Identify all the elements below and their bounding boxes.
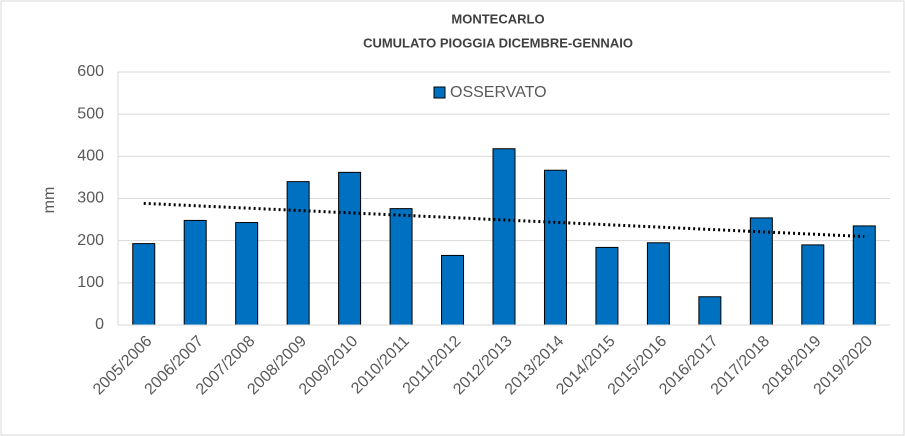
bar: [801, 244, 825, 326]
bar: [595, 246, 619, 326]
bar: [389, 208, 413, 326]
y-axis-label: mm: [41, 187, 58, 214]
y-tick-label: 200: [77, 232, 104, 249]
y-tick-label: 400: [77, 148, 104, 165]
bar: [646, 242, 670, 326]
chart-subtitle: CUMULATO PIOGGIA DICEMBRE-GENNAIO: [363, 35, 633, 50]
y-tick-label: 600: [77, 63, 104, 80]
y-tick-label: 500: [77, 105, 104, 122]
bar: [235, 222, 259, 326]
trend-line: [143, 201, 865, 239]
bar: [286, 181, 310, 326]
bar: [749, 217, 773, 326]
bar: [338, 171, 362, 326]
y-tick-label: 300: [77, 190, 104, 207]
y-tick-label: 100: [77, 274, 104, 291]
y-tick-label: 0: [95, 316, 104, 333]
chart-title: MONTECARLO: [451, 11, 544, 26]
legend-swatch: [433, 86, 446, 99]
bar: [441, 254, 465, 326]
bar: [698, 296, 722, 326]
bar: [132, 243, 156, 326]
bar: [492, 148, 516, 326]
bar: [543, 169, 567, 326]
bar: [183, 219, 207, 326]
legend-label: OSSERVATO: [450, 84, 547, 101]
bar: [852, 225, 876, 326]
